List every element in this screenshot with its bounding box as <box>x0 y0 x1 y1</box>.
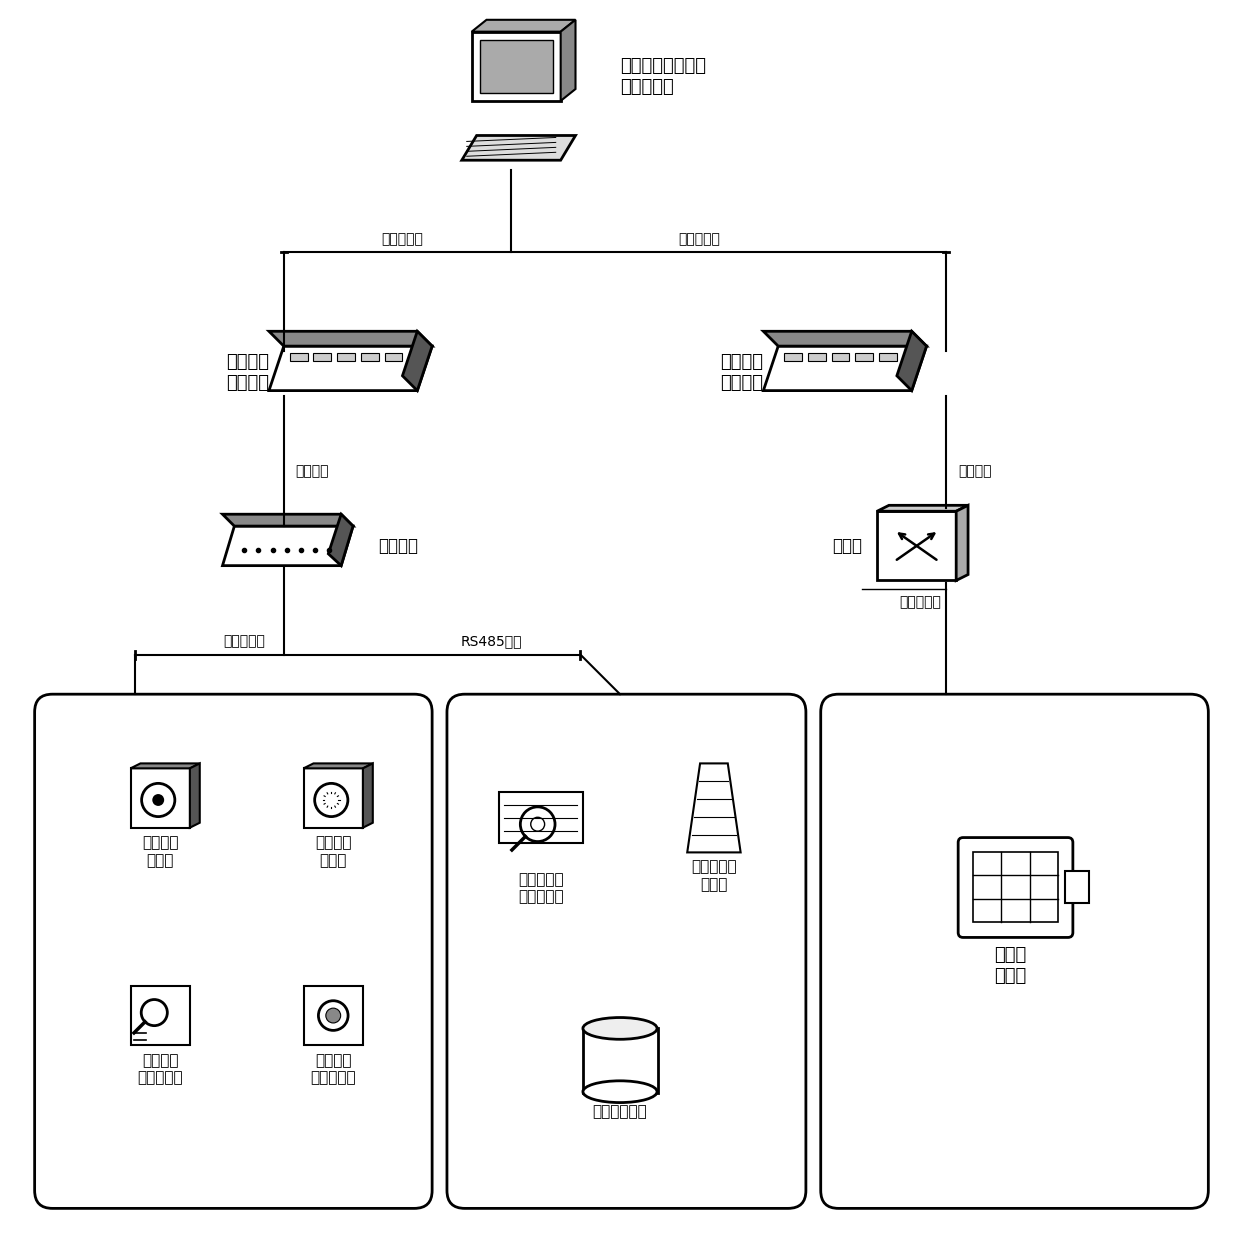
Polygon shape <box>560 20 575 101</box>
FancyBboxPatch shape <box>856 353 873 361</box>
FancyBboxPatch shape <box>877 511 956 581</box>
Text: 第二站控
层交换机: 第二站控 层交换机 <box>720 353 764 392</box>
Text: 线型光束
感烟探测器: 线型光束 感烟探测器 <box>310 1054 356 1086</box>
Polygon shape <box>897 331 926 391</box>
FancyBboxPatch shape <box>314 353 331 361</box>
FancyBboxPatch shape <box>879 353 897 361</box>
Text: 第一站控
层交换机: 第一站控 层交换机 <box>226 353 269 392</box>
Text: 缆式多点型
温度探测器: 缆式多点型 温度探测器 <box>518 872 564 904</box>
FancyBboxPatch shape <box>290 353 308 361</box>
FancyBboxPatch shape <box>337 353 355 361</box>
FancyBboxPatch shape <box>130 769 190 827</box>
Text: RS485接口: RS485接口 <box>461 634 522 648</box>
Polygon shape <box>956 505 968 581</box>
Text: 光纤网络: 光纤网络 <box>295 465 329 479</box>
Text: 以太网接口: 以太网接口 <box>678 233 720 246</box>
Polygon shape <box>130 764 200 769</box>
Polygon shape <box>877 505 968 511</box>
Text: 就地模块: 就地模块 <box>378 537 418 555</box>
Polygon shape <box>687 764 740 852</box>
Polygon shape <box>222 514 353 526</box>
FancyBboxPatch shape <box>480 40 553 93</box>
Ellipse shape <box>583 1081 657 1102</box>
FancyBboxPatch shape <box>821 694 1208 1208</box>
FancyBboxPatch shape <box>446 694 806 1208</box>
FancyBboxPatch shape <box>808 353 826 361</box>
Polygon shape <box>269 331 432 346</box>
Polygon shape <box>764 346 926 391</box>
Polygon shape <box>269 346 432 391</box>
Text: 以外网接口: 以外网接口 <box>382 233 423 246</box>
FancyBboxPatch shape <box>959 837 1073 938</box>
Text: 吸气式感烟
探测器: 吸气式感烟 探测器 <box>691 860 737 892</box>
Text: 点型感温
探测器: 点型感温 探测器 <box>315 836 351 868</box>
Circle shape <box>326 1008 341 1023</box>
Polygon shape <box>403 331 432 391</box>
Text: 点型感烟
探测器: 点型感烟 探测器 <box>141 836 179 868</box>
Polygon shape <box>471 31 560 101</box>
Polygon shape <box>471 20 575 31</box>
FancyBboxPatch shape <box>304 769 363 827</box>
Text: 以太网接口: 以太网接口 <box>899 596 941 610</box>
FancyBboxPatch shape <box>304 986 363 1045</box>
Text: 光纤网络: 光纤网络 <box>959 465 992 479</box>
Polygon shape <box>461 136 575 160</box>
FancyBboxPatch shape <box>35 694 432 1208</box>
FancyBboxPatch shape <box>973 852 1058 922</box>
Polygon shape <box>329 514 353 566</box>
Polygon shape <box>190 764 200 827</box>
FancyBboxPatch shape <box>1065 871 1089 903</box>
FancyBboxPatch shape <box>384 353 403 361</box>
Text: 干粉灭火装置: 干粉灭火装置 <box>593 1105 647 1120</box>
FancyBboxPatch shape <box>500 792 583 843</box>
Polygon shape <box>764 331 926 346</box>
Polygon shape <box>363 764 373 827</box>
Text: 缆式线型
感温探测器: 缆式线型 感温探测器 <box>138 1054 184 1086</box>
Circle shape <box>153 794 164 806</box>
Text: 交换机: 交换机 <box>832 537 862 555</box>
FancyBboxPatch shape <box>583 1029 657 1092</box>
FancyBboxPatch shape <box>832 353 849 361</box>
Ellipse shape <box>583 1018 657 1039</box>
Text: 二总线接口: 二总线接口 <box>223 634 265 648</box>
Polygon shape <box>222 526 353 566</box>
FancyBboxPatch shape <box>130 986 190 1045</box>
FancyBboxPatch shape <box>784 353 802 361</box>
FancyBboxPatch shape <box>361 353 378 361</box>
Text: 电缆火灾监控预警
系统服务器: 电缆火灾监控预警 系统服务器 <box>620 57 706 96</box>
Text: 可见光
摄像机: 可见光 摄像机 <box>994 947 1027 985</box>
Polygon shape <box>304 764 373 769</box>
